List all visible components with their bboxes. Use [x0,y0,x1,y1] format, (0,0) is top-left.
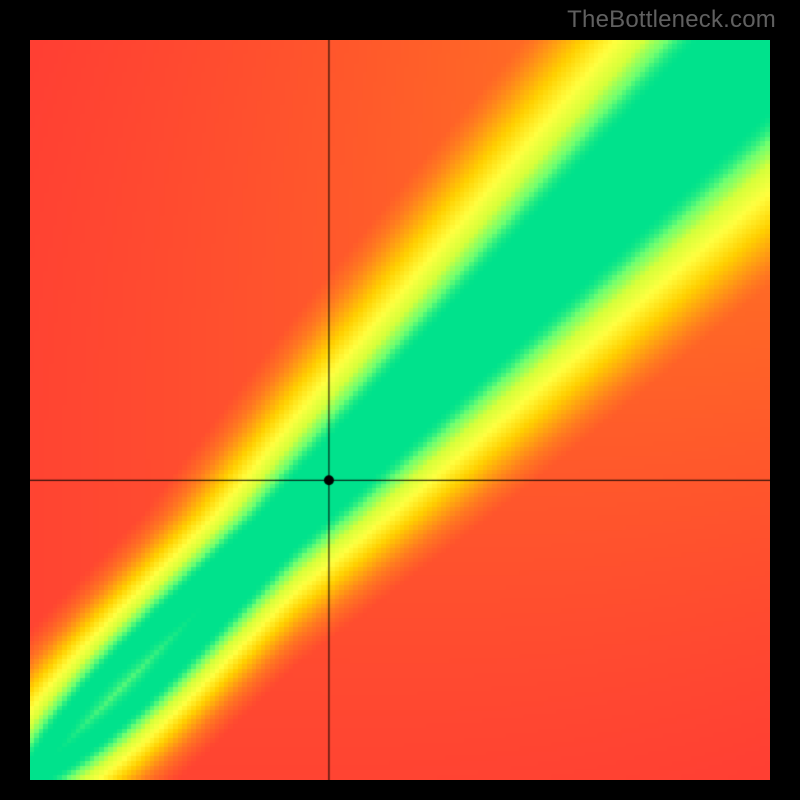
watermark-text: TheBottleneck.com [567,6,776,34]
bottleneck-heatmap [30,40,770,780]
chart-container: TheBottleneck.com [0,0,800,800]
